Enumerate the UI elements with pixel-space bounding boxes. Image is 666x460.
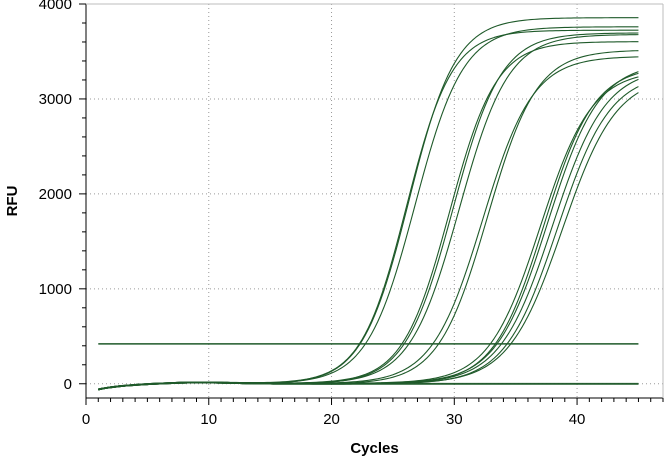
axes [79,3,664,405]
plot-background [86,4,663,398]
y-tick-label: 4000 [39,0,72,13]
y-tick-label: 2000 [39,186,72,203]
y-axis-label: RFU [4,186,21,217]
x-tick-label: 10 [200,411,217,428]
x-tick-label: 0 [82,411,90,428]
x-tick-label: 40 [569,411,586,428]
x-axis-label: Cycles [350,440,398,457]
series-line [98,381,639,390]
y-tick-label: 0 [64,376,72,393]
series-line [98,382,639,391]
x-tick-label: 20 [323,411,340,428]
series-group [98,17,639,391]
x-tick-label: 30 [446,411,463,428]
grid [86,3,663,398]
y-tick-labels: 0 1000 2000 3000 4000 [39,0,72,393]
y-tick-label: 1000 [39,281,72,298]
x-tick-labels: 0 10 20 30 40 [82,411,586,428]
y-tick-label: 3000 [39,91,72,108]
